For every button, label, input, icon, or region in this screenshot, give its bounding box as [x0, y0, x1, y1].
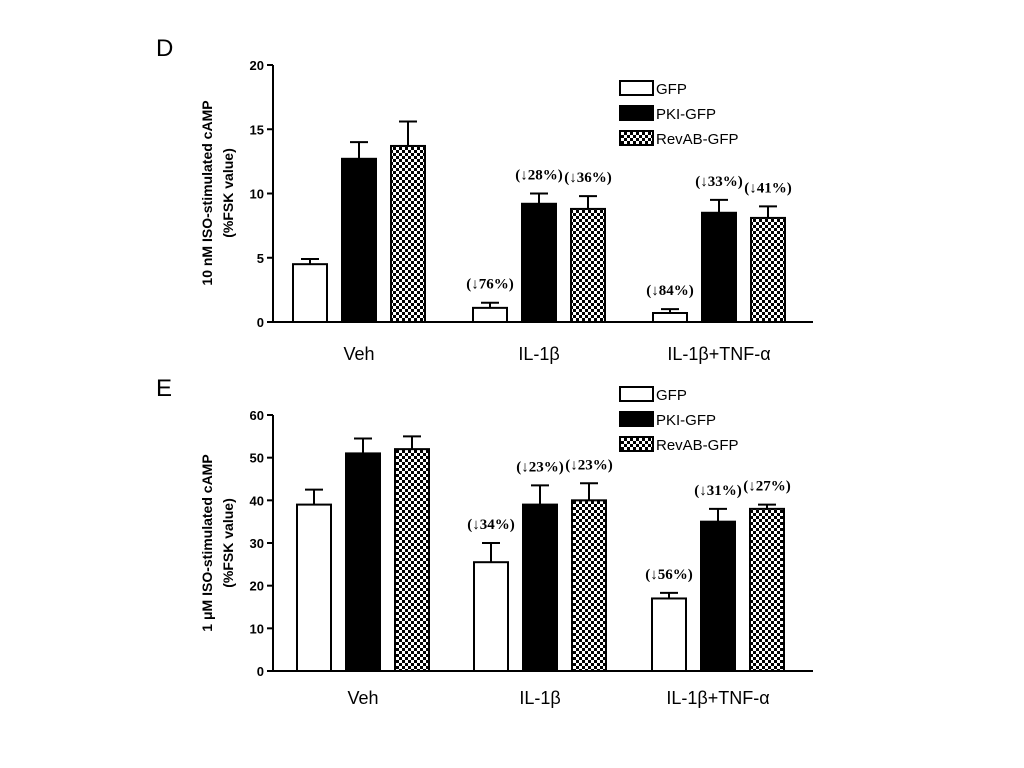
legend-label: RevAB-GFP	[656, 131, 739, 148]
percent-annotation: (↓31%)	[694, 483, 742, 499]
bar	[292, 263, 328, 323]
percent-annotation: (↓23%)	[516, 459, 564, 475]
bar	[522, 503, 558, 672]
bar	[700, 520, 736, 673]
chart-panel-e: E 0 10 20 30 40 50 60 1 μM ISO-stimulated cAMP (%…	[156, 375, 813, 708]
x-category-label: IL-1β	[518, 344, 559, 364]
y-tick-label: 10	[250, 187, 264, 202]
y-tick-label: 50	[250, 451, 264, 466]
percent-annotation: (↓56%)	[645, 567, 693, 583]
legend-swatch	[619, 130, 654, 146]
bar	[701, 211, 737, 323]
x-category-label: IL-1β+TNF-α	[667, 344, 770, 364]
y-tick-label: 5	[257, 251, 264, 266]
bar	[473, 561, 509, 673]
legend-label: GFP	[656, 81, 687, 98]
bar	[651, 597, 687, 673]
legend: GFP PKI-GFP RevAB-GFP	[619, 80, 739, 148]
x-category-label: IL-1β+TNF-α	[666, 688, 769, 708]
x-category-label: Veh	[343, 344, 374, 364]
y-tick-label: 0	[257, 664, 264, 679]
percent-annotation: (↓41%)	[744, 180, 792, 196]
bar	[570, 207, 606, 323]
legend: GFP PKI-GFP RevAB-GFP	[619, 386, 739, 454]
legend-label: RevAB-GFP	[656, 437, 739, 454]
bar	[749, 507, 785, 672]
percent-annotation: (↓84%)	[646, 283, 694, 299]
y-tick-label: 10	[250, 621, 264, 636]
legend-swatch	[619, 80, 654, 96]
bar	[390, 144, 426, 323]
percent-annotation: (↓33%)	[695, 174, 743, 190]
y-tick-label: 15	[250, 122, 264, 137]
legend-swatch	[619, 436, 654, 452]
chart-panel-d: D 0 5 10 15 20 10 nM ISO-stimulated cAMP (%FSK …	[156, 35, 813, 364]
y-tick-label: 30	[250, 536, 264, 551]
bar	[341, 157, 377, 323]
y-tick-label: 60	[250, 408, 264, 423]
y-tick-label: 20	[250, 579, 264, 594]
y-tick-label: 40	[250, 493, 264, 508]
percent-annotation: (↓36%)	[564, 170, 612, 186]
x-category-label: IL-1β	[519, 688, 560, 708]
bar	[652, 312, 688, 324]
legend-label: GFP	[656, 387, 687, 404]
bar	[472, 306, 508, 323]
legend-label: PKI-GFP	[656, 412, 716, 429]
bar	[345, 452, 381, 672]
bar	[296, 503, 332, 672]
y-axis-label: 10 nM ISO-stimulated cAMP	[199, 100, 215, 285]
legend-swatch	[619, 105, 654, 121]
legend-label: PKI-GFP	[656, 106, 716, 123]
panel-letter: D	[156, 35, 173, 62]
bar	[521, 202, 557, 323]
y-axis-label-units: (%FSK value)	[220, 498, 236, 587]
y-axis-label: 1 μM ISO-stimulated cAMP	[199, 454, 215, 631]
y-axis-label-units: (%FSK value)	[220, 148, 236, 237]
bar	[750, 216, 786, 323]
percent-annotation: (↓27%)	[743, 479, 791, 495]
legend-swatch	[619, 411, 654, 427]
y-tick-label: 20	[250, 58, 264, 73]
percent-annotation: (↓28%)	[515, 168, 563, 184]
legend-swatch	[619, 386, 654, 402]
x-category-label: Veh	[347, 688, 378, 708]
bar	[394, 448, 430, 672]
percent-annotation: (↓34%)	[467, 517, 515, 533]
y-tick-label: 0	[257, 315, 264, 330]
percent-annotation: (↓23%)	[565, 457, 613, 473]
bar	[571, 499, 607, 673]
percent-annotation: (↓76%)	[466, 277, 514, 293]
panel-letter: E	[156, 375, 172, 402]
